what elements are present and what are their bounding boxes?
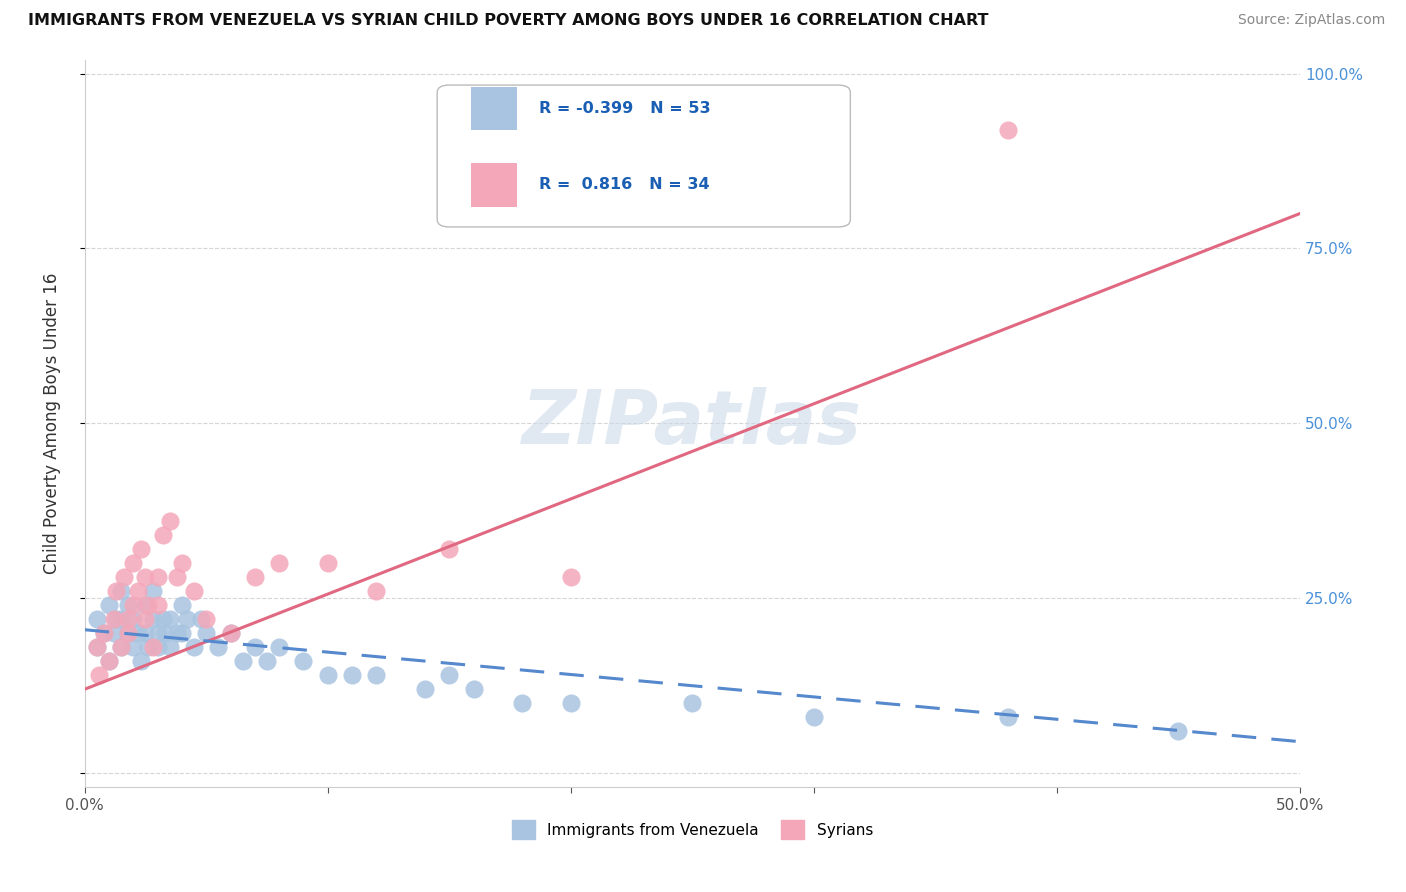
Point: [117, 626, 139, 640]
Point: [110, 584, 132, 599]
Point: [86, 640, 108, 655]
Point: [183, 584, 205, 599]
Point: [142, 584, 165, 599]
Point: [117, 612, 139, 626]
Point: [195, 612, 218, 626]
Point: [166, 570, 188, 584]
Point: [134, 599, 156, 613]
FancyBboxPatch shape: [437, 85, 851, 227]
Point: [463, 682, 485, 697]
Point: [122, 599, 145, 613]
Point: [159, 640, 181, 655]
Point: [122, 612, 145, 626]
Point: [136, 640, 159, 655]
Point: [366, 668, 388, 682]
Point: [89, 668, 111, 682]
Point: [190, 612, 212, 626]
Point: [105, 584, 128, 599]
Point: [152, 528, 174, 542]
Point: [170, 599, 193, 613]
Point: [105, 612, 128, 626]
Point: [176, 612, 198, 626]
Point: [316, 668, 339, 682]
Point: [112, 570, 135, 584]
Point: [413, 682, 436, 697]
Point: [439, 668, 461, 682]
Point: [997, 122, 1019, 136]
Point: [366, 584, 388, 599]
Point: [110, 640, 132, 655]
Point: [103, 612, 125, 626]
FancyBboxPatch shape: [471, 163, 517, 207]
Point: [510, 696, 533, 710]
Point: [98, 654, 121, 668]
Point: [129, 654, 152, 668]
Point: [103, 626, 125, 640]
Point: [232, 654, 254, 668]
Point: [207, 640, 229, 655]
Point: [195, 626, 218, 640]
Point: [439, 542, 461, 557]
Point: [110, 640, 132, 655]
Point: [243, 640, 266, 655]
Point: [146, 626, 169, 640]
Point: [166, 626, 188, 640]
Point: [560, 696, 582, 710]
Point: [86, 612, 108, 626]
Point: [134, 612, 156, 626]
Point: [560, 570, 582, 584]
Point: [256, 654, 278, 668]
Point: [269, 556, 291, 570]
Point: [142, 612, 165, 626]
Point: [1167, 724, 1189, 739]
Point: [127, 626, 149, 640]
Point: [136, 599, 159, 613]
Point: [269, 640, 291, 655]
Point: [122, 556, 145, 570]
Text: IMMIGRANTS FROM VENEZUELA VS SYRIAN CHILD POVERTY AMONG BOYS UNDER 16 CORRELATIO: IMMIGRANTS FROM VENEZUELA VS SYRIAN CHIL…: [28, 13, 988, 29]
Text: Source: ZipAtlas.com: Source: ZipAtlas.com: [1237, 13, 1385, 28]
Point: [98, 654, 121, 668]
Point: [243, 570, 266, 584]
Point: [117, 599, 139, 613]
Point: [153, 626, 176, 640]
Point: [159, 612, 181, 626]
Point: [93, 626, 115, 640]
Point: [292, 654, 315, 668]
Point: [134, 626, 156, 640]
Text: ZIPatlas: ZIPatlas: [523, 387, 862, 460]
Point: [134, 570, 156, 584]
Legend: Immigrants from Venezuela, Syrians: Immigrants from Venezuela, Syrians: [506, 814, 879, 845]
Point: [146, 599, 169, 613]
Point: [127, 584, 149, 599]
Point: [340, 668, 363, 682]
Point: [997, 710, 1019, 724]
Point: [152, 612, 174, 626]
Point: [86, 640, 108, 655]
Point: [159, 514, 181, 528]
Point: [93, 626, 115, 640]
Y-axis label: Child Poverty Among Boys Under 16: Child Poverty Among Boys Under 16: [44, 273, 60, 574]
Point: [219, 626, 242, 640]
Point: [146, 640, 169, 655]
FancyBboxPatch shape: [471, 87, 517, 130]
Point: [122, 640, 145, 655]
Point: [316, 556, 339, 570]
Point: [170, 626, 193, 640]
Point: [170, 556, 193, 570]
Point: [219, 626, 242, 640]
Point: [183, 640, 205, 655]
Point: [146, 570, 169, 584]
Point: [98, 599, 121, 613]
Text: R =  0.816   N = 34: R = 0.816 N = 34: [540, 178, 710, 193]
Point: [681, 696, 703, 710]
Point: [110, 612, 132, 626]
Text: R = -0.399   N = 53: R = -0.399 N = 53: [540, 101, 711, 116]
Point: [117, 626, 139, 640]
Point: [142, 640, 165, 655]
Point: [803, 710, 825, 724]
Point: [129, 542, 152, 557]
